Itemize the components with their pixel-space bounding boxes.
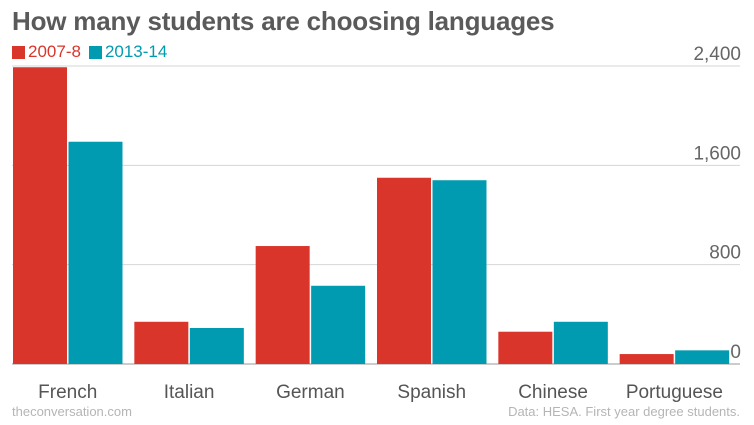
- legend-label-2013-14: 2013-14: [104, 42, 168, 61]
- bar-italian-2013-14: [189, 327, 244, 364]
- x-tick-label: Chinese: [518, 382, 588, 403]
- x-tick-label: French: [38, 382, 97, 403]
- bar-portuguese-2007-8: [619, 354, 674, 364]
- legend-item-2007-8: 2007-8: [12, 42, 81, 62]
- chart-legend: 2007-8 2013-14: [12, 42, 175, 62]
- bar-italian-2007-8: [134, 321, 189, 364]
- x-tick-label: Italian: [164, 382, 215, 403]
- y-tick-label: 0: [730, 342, 741, 363]
- source-site: theconversation.com: [12, 404, 132, 419]
- bar-spanish-2013-14: [432, 180, 487, 364]
- bar-chinese-2013-14: [553, 321, 608, 364]
- legend-swatch-2013-14: [88, 45, 102, 59]
- y-tick-label: 2,400: [693, 44, 741, 65]
- x-tick-label: Spanish: [397, 382, 466, 403]
- data-source-note: Data: HESA. First year degree students.: [508, 404, 740, 419]
- legend-item-2013-14: 2013-14: [88, 42, 168, 62]
- bar-chinese-2007-8: [498, 331, 553, 364]
- y-tick-label: 1,600: [693, 143, 741, 164]
- legend-swatch-2007-8: [12, 45, 25, 59]
- bar-french-2013-14: [68, 141, 123, 364]
- bar-portuguese-2013-14: [675, 350, 730, 364]
- bar-spanish-2007-8: [377, 177, 431, 364]
- bar-german-2007-8: [255, 246, 310, 364]
- y-tick-label: 800: [709, 243, 741, 264]
- x-tick-label: German: [276, 382, 345, 403]
- chart-title: How many students are choosing languages: [12, 6, 555, 36]
- x-tick-label: Portuguese: [626, 382, 723, 403]
- legend-label-2007-8: 2007-8: [28, 42, 81, 61]
- bar-german-2013-14: [311, 285, 366, 364]
- bar-french-2007-8: [13, 67, 67, 364]
